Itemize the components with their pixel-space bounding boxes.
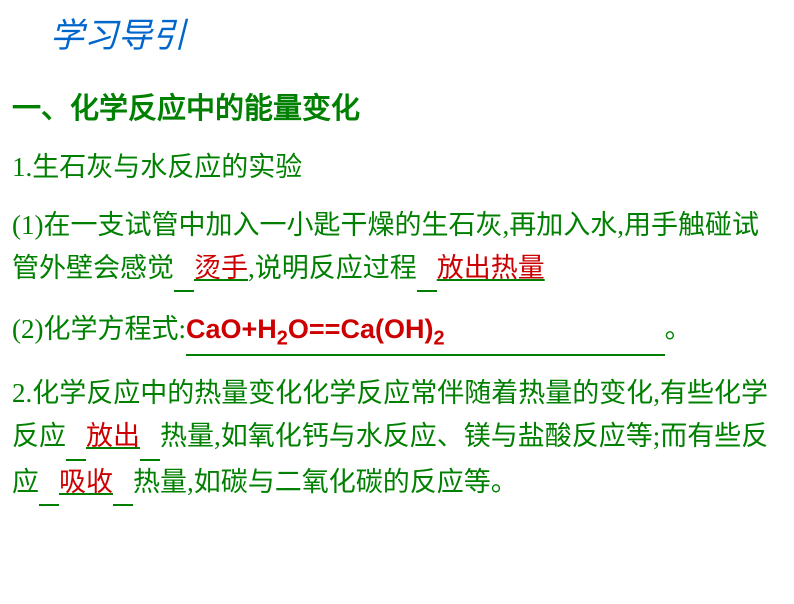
formula-end: 。 [665,314,692,344]
blank-prefix-4 [39,461,59,506]
para2-text3: 热量,如碳与二氧化碳的反应等。 [133,467,518,497]
blank-prefix-3 [66,415,86,460]
blank-suffix-3 [140,415,160,460]
formula-label: (2)化学方程式: [12,314,186,344]
para1-text2: ,说明反应过程 [248,253,417,283]
formula-line: (2)化学方程式:CaO+H2O==Ca(OH)2。 [12,308,794,356]
formula-sub-2: 2 [433,327,444,349]
formula-text-1: CaO+H [186,314,277,344]
blank-prefix-2 [417,247,437,292]
subsection-1: 1.生石灰与水反应的实验 [12,147,794,188]
formula-sub-1: 2 [277,327,288,349]
answer-2: 放出热量 [437,253,545,283]
blank-suffix-4 [113,461,133,506]
answer-3: 放出 [86,421,140,451]
page-header: 学习导引 [50,8,794,57]
paragraph-1: (1)在一支试管中加入一小匙干燥的生石灰,再加入水,用手触碰试管外壁会感觉 烫手… [12,204,794,292]
answer-4: 吸收 [59,467,113,497]
blank-prefix-1 [174,247,194,292]
answer-1: 烫手 [194,253,248,283]
formula-text-2: O==Ca(OH) [288,314,434,344]
section-title: 一、化学反应中的能量变化 [12,85,794,127]
formula-underline: CaO+H2O==Ca(OH)2 [186,308,665,356]
paragraph-2: 2.化学反应中的热量变化化学反应常伴随着热量的变化,有些化学反应 放出 热量,如… [12,372,794,506]
